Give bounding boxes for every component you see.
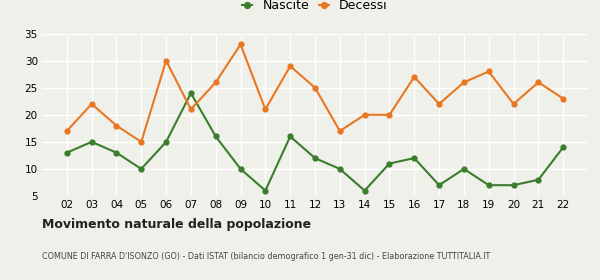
Decessi bbox=[88, 102, 95, 106]
Text: Movimento naturale della popolazione: Movimento naturale della popolazione bbox=[42, 218, 311, 231]
Decessi bbox=[336, 129, 343, 133]
Nascite bbox=[212, 135, 220, 138]
Nascite bbox=[460, 167, 467, 171]
Nascite bbox=[137, 167, 145, 171]
Nascite bbox=[386, 162, 393, 165]
Nascite bbox=[63, 151, 70, 154]
Nascite bbox=[436, 183, 443, 187]
Legend: Nascite, Decessi: Nascite, Decessi bbox=[238, 0, 392, 17]
Nascite bbox=[535, 178, 542, 181]
Text: COMUNE DI FARRA D'ISONZO (GO) - Dati ISTAT (bilancio demografico 1 gen-31 dic) -: COMUNE DI FARRA D'ISONZO (GO) - Dati IST… bbox=[42, 252, 490, 261]
Nascite bbox=[88, 140, 95, 144]
Decessi bbox=[262, 108, 269, 111]
Nascite bbox=[237, 167, 244, 171]
Decessi bbox=[386, 113, 393, 116]
Nascite bbox=[560, 146, 567, 149]
Nascite bbox=[410, 157, 418, 160]
Nascite bbox=[113, 151, 120, 154]
Decessi bbox=[237, 43, 244, 46]
Decessi bbox=[361, 113, 368, 116]
Decessi bbox=[163, 59, 170, 62]
Decessi bbox=[287, 64, 294, 68]
Decessi bbox=[311, 86, 319, 89]
Nascite bbox=[311, 157, 319, 160]
Decessi bbox=[137, 140, 145, 144]
Decessi bbox=[410, 75, 418, 79]
Decessi bbox=[63, 129, 70, 133]
Decessi bbox=[560, 97, 567, 100]
Line: Decessi: Decessi bbox=[64, 42, 566, 144]
Nascite bbox=[510, 183, 517, 187]
Decessi bbox=[485, 70, 493, 73]
Decessi bbox=[460, 81, 467, 84]
Line: Nascite: Nascite bbox=[64, 91, 566, 193]
Nascite bbox=[336, 167, 343, 171]
Decessi bbox=[187, 108, 194, 111]
Decessi bbox=[510, 102, 517, 106]
Decessi bbox=[535, 81, 542, 84]
Decessi bbox=[113, 124, 120, 127]
Decessi bbox=[436, 102, 443, 106]
Nascite bbox=[262, 189, 269, 192]
Nascite bbox=[485, 183, 493, 187]
Nascite bbox=[361, 189, 368, 192]
Decessi bbox=[212, 81, 220, 84]
Nascite bbox=[287, 135, 294, 138]
Nascite bbox=[163, 140, 170, 144]
Nascite bbox=[187, 92, 194, 95]
